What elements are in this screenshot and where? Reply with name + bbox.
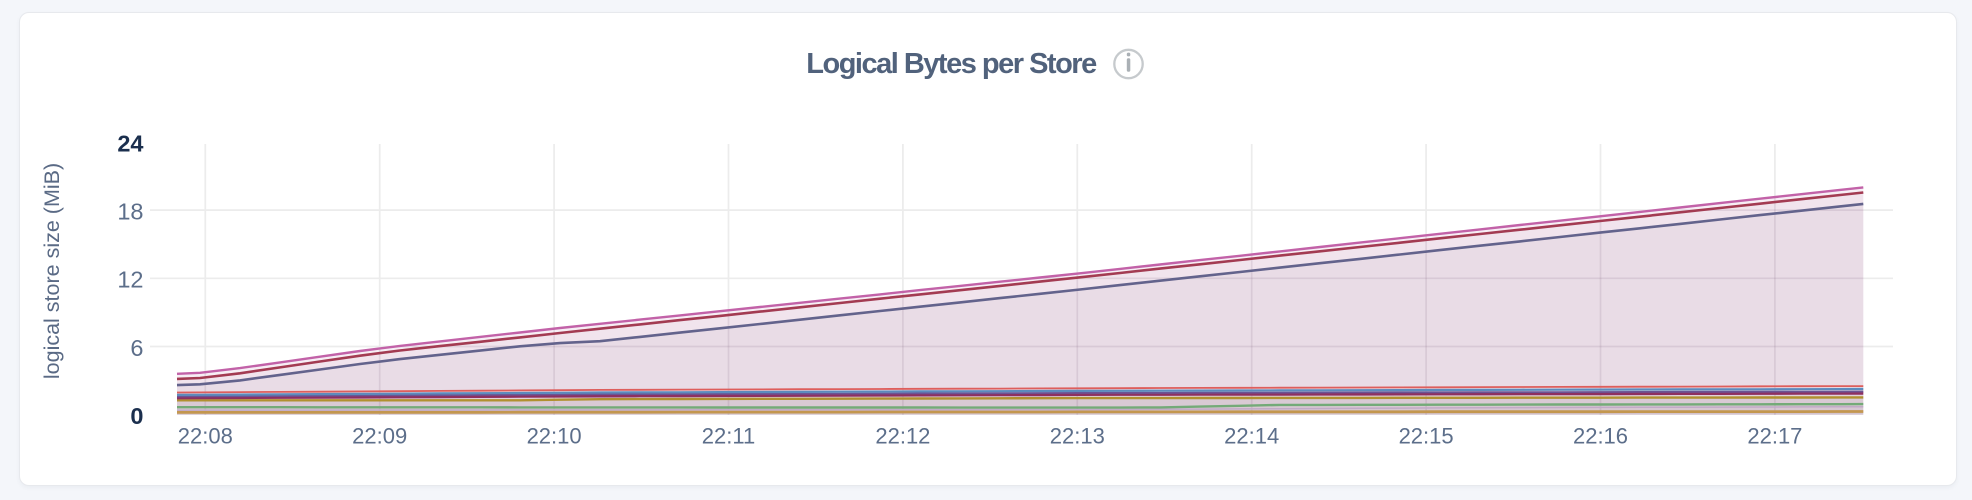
svg-text:22:10: 22:10: [527, 424, 582, 449]
svg-text:logical store size (MiB): logical store size (MiB): [40, 163, 64, 379]
svg-text:0: 0: [130, 403, 143, 429]
svg-text:22:16: 22:16: [1573, 424, 1628, 449]
svg-text:22:11: 22:11: [702, 424, 755, 449]
svg-text:22:14: 22:14: [1224, 424, 1279, 449]
svg-text:18: 18: [117, 198, 143, 224]
svg-text:22:13: 22:13: [1050, 424, 1105, 449]
svg-text:6: 6: [130, 335, 143, 361]
svg-text:22:12: 22:12: [875, 424, 930, 449]
svg-text:24: 24: [117, 131, 143, 157]
svg-text:12: 12: [117, 267, 143, 293]
svg-text:22:15: 22:15: [1399, 424, 1454, 449]
svg-text:22:09: 22:09: [352, 424, 407, 449]
svg-text:22:08: 22:08: [178, 424, 233, 449]
svg-text:22:17: 22:17: [1747, 424, 1802, 449]
